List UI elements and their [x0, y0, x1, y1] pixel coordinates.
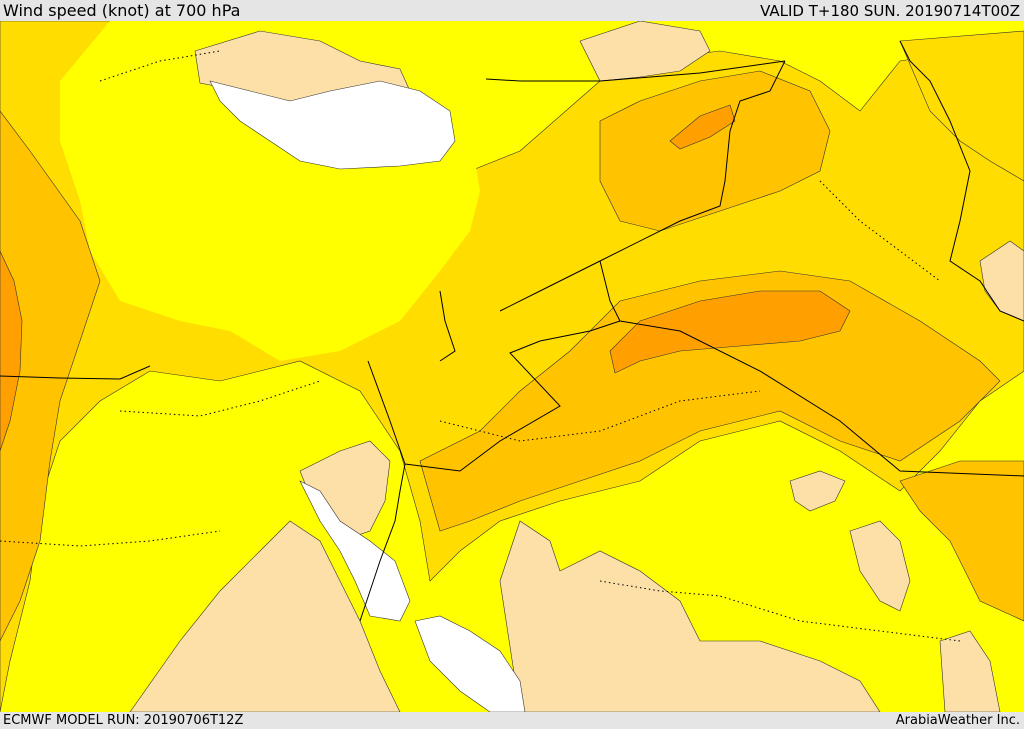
country-borders: [0, 40, 1024, 622]
calm-zone-isle: [789, 470, 846, 512]
wind-speed-map[interactable]: [0, 21, 1024, 712]
sea-gulf-of-suez: [299, 480, 411, 622]
strong-zone-north: [669, 104, 736, 150]
model-run-label: ECMWF MODEL RUN: 20190706T12Z: [3, 713, 244, 728]
calm-zone-arabia: [499, 520, 881, 712]
fresh-zone-central: [419, 270, 1001, 532]
valid-time: VALID T+180 SUN. 20190714T00Z: [760, 2, 1020, 20]
moderate-zone-northeast: [899, 30, 1024, 182]
footer-bar: ECMWF MODEL RUN: 20190706T12Z ArabiaWeat…: [0, 712, 1024, 729]
sea-red-sea: [414, 615, 526, 712]
calm-zone-southeast: [849, 520, 911, 612]
calm-zone-far-southeast: [939, 630, 1001, 712]
strong-zone-central: [609, 290, 851, 374]
calm-zone-east-edge: [979, 240, 1024, 322]
credit-label: ArabiaWeather Inc.: [895, 713, 1020, 728]
sea-mediterranean-east: [209, 80, 456, 170]
map-title: Wind speed (knot) at 700 hPa: [3, 1, 241, 20]
fresh-zone-east: [899, 460, 1024, 622]
fresh-zone-west: [0, 110, 101, 642]
calm-zone-egypt: [129, 520, 401, 712]
header-bar: Wind speed (knot) at 700 hPa VALID T+180…: [0, 0, 1024, 21]
fresh-zone-north: [599, 70, 831, 232]
region-borders: [0, 50, 961, 642]
strong-zone-west: [0, 250, 23, 452]
